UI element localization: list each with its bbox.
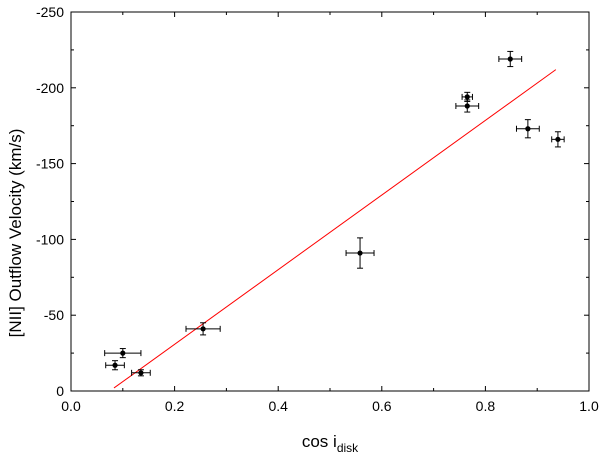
data-point [345, 237, 375, 269]
y-tick-label: -250 [36, 4, 64, 20]
point-marker [112, 362, 118, 368]
y-tick-label: 0 [56, 383, 64, 399]
point-marker [357, 250, 363, 256]
x-axis-title: cos idisk [302, 432, 359, 455]
data-point [498, 50, 523, 68]
data-point [185, 322, 221, 336]
point-marker [525, 126, 531, 132]
data-point [104, 348, 142, 359]
x-tick-label: 0.6 [372, 398, 392, 414]
data-point [105, 360, 125, 371]
point-marker [200, 326, 206, 332]
data-point [551, 131, 565, 148]
plot-frame [70, 11, 590, 392]
point-marker [464, 103, 470, 109]
y-tick-label: -50 [44, 307, 64, 323]
point-marker [138, 370, 144, 376]
y-axis-title: [NII] Outflow Velocity (km/s) [6, 129, 25, 338]
y-tick-label: -150 [36, 156, 64, 172]
data-point [131, 369, 151, 377]
y-tick-label: -200 [36, 80, 64, 96]
linear-fit-line [113, 69, 557, 389]
x-axis-title-main: cos i [302, 432, 337, 451]
point-marker [464, 94, 470, 100]
x-tick-label: 0.4 [268, 398, 288, 414]
fit-line-group [113, 69, 557, 389]
x-tick-label: 0.2 [165, 398, 185, 414]
y-axis-ticks: 0 -50 -100 -150 -200 -250 [36, 4, 589, 399]
y-tick-label: -100 [36, 231, 64, 247]
x-axis-title-subscript: disk [337, 441, 359, 455]
point-marker [555, 136, 561, 142]
point-marker [120, 350, 126, 356]
x-axis-ticks: 0.0 0.2 0.4 0.6 0.8 1.0 [61, 12, 599, 414]
data-point [515, 119, 540, 139]
point-marker [507, 56, 513, 62]
plot-border [70, 11, 590, 392]
x-tick-label: 1.0 [579, 398, 599, 414]
x-tick-label: 0.8 [476, 398, 496, 414]
data-points [104, 50, 565, 377]
x-tick-label: 0.0 [61, 398, 81, 414]
data-point [455, 99, 480, 113]
